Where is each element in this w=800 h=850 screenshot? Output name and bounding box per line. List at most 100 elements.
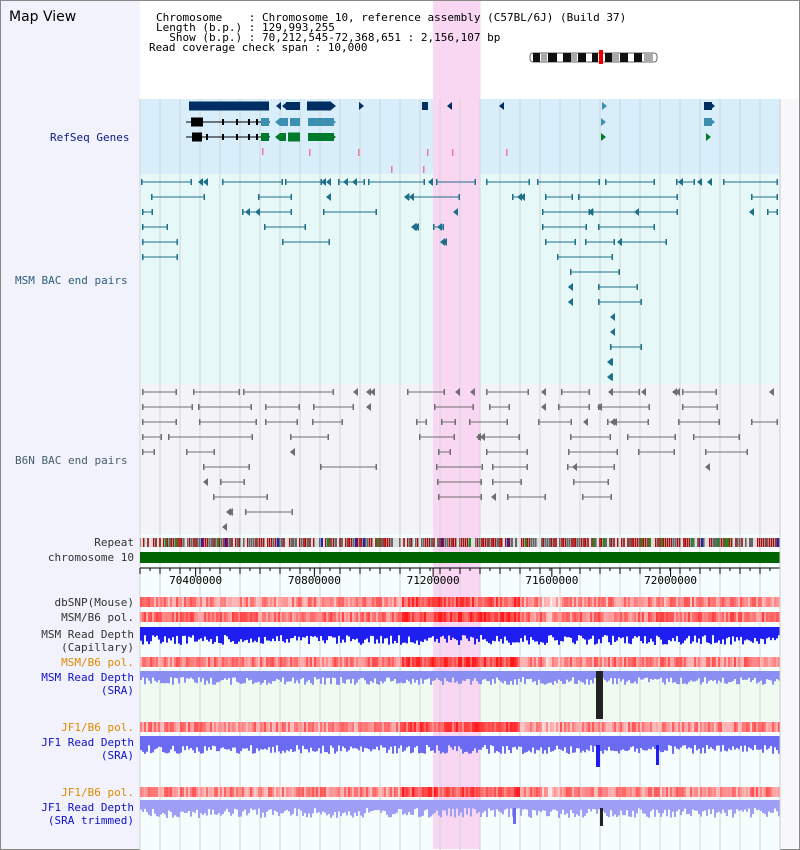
b6n-bac-pair-end — [573, 479, 575, 485]
depth-bar — [654, 808, 656, 817]
heat-cell — [152, 597, 154, 607]
depth-bar — [154, 677, 156, 681]
axis-tick-label: 70800000 — [288, 574, 341, 587]
heat-cell — [328, 722, 330, 732]
heat-cell — [680, 597, 682, 607]
depth-bar — [360, 808, 362, 816]
heat-cell — [602, 597, 604, 607]
heat-cell — [186, 612, 188, 622]
heat-cell — [706, 657, 708, 667]
heat-cell — [488, 657, 490, 667]
heat-cell — [166, 787, 168, 797]
heat-cell — [492, 597, 494, 607]
heat-cell — [476, 612, 478, 622]
depth-bar — [560, 677, 562, 682]
heat-cell — [394, 597, 396, 607]
heat-cell — [268, 657, 270, 667]
b6n-bac-pair-end — [480, 494, 482, 500]
heat-cell — [392, 722, 394, 732]
b6n-bac-pair-end — [588, 389, 590, 395]
track-label-jf1-depth[interactable]: JF1 Read Depth — [41, 736, 134, 749]
repeat-element — [233, 538, 235, 547]
heat-cell — [338, 722, 340, 732]
depth-bar — [154, 635, 156, 637]
b6n-bac-pair-end — [436, 464, 438, 470]
heat-cell — [290, 657, 292, 667]
heat-cell — [516, 597, 518, 607]
heat-cell — [536, 597, 538, 607]
heat-cell — [446, 597, 448, 607]
track-label-msm-depth-sra[interactable]: MSM Read Depth — [41, 671, 134, 684]
depth-bar — [582, 808, 584, 818]
depth-bar — [146, 635, 148, 642]
heat-cell — [698, 612, 700, 622]
repeat-element — [553, 538, 555, 547]
heat-cell — [266, 597, 268, 607]
track-label-jf1-depth-trim[interactable]: JF1 Read Depth — [41, 801, 134, 814]
msm-bac-pair-end — [605, 179, 607, 185]
heat-cell — [718, 597, 720, 607]
depth-bar — [656, 677, 658, 680]
track-label-jf1-b6-pol-2[interactable]: JF1/B6 pol. — [61, 786, 134, 799]
depth-bar — [388, 635, 390, 645]
heat-cell — [644, 612, 646, 622]
depth-bar — [570, 677, 572, 681]
repeat-element — [425, 538, 426, 547]
heat-cell — [484, 722, 486, 732]
heat-cell — [700, 657, 702, 667]
track-label-msm-b6-pol-2[interactable]: MSM/B6 pol. — [61, 656, 134, 669]
depth-bar — [618, 635, 620, 638]
track-label-jf1-b6-pol-1[interactable]: JF1/B6 pol. — [61, 721, 134, 734]
heat-cell — [682, 722, 684, 732]
track-label-msm-bac[interactable]: MSM BAC end pairs — [15, 274, 128, 287]
heat-cell — [652, 612, 654, 622]
heat-cell — [746, 722, 748, 732]
repeat-element — [265, 538, 267, 547]
repeat-element — [325, 538, 326, 547]
depth-bar — [648, 808, 650, 818]
track-label-msm-b6-pol-1[interactable]: MSM/B6 pol. — [61, 611, 134, 624]
heat-cell — [506, 612, 508, 622]
heat-cell — [728, 722, 730, 732]
repeat-element — [639, 538, 641, 547]
heat-cell — [542, 787, 544, 797]
heat-cell — [700, 787, 702, 797]
depth-bar — [662, 677, 664, 683]
depth-bar — [348, 745, 350, 751]
heat-cell — [298, 657, 300, 667]
depth-bar — [556, 635, 558, 641]
track-label-b6n-bac[interactable]: B6N BAC end pairs — [15, 454, 128, 467]
depth-bar — [556, 677, 558, 684]
track-label-repeat[interactable]: Repeat — [94, 536, 134, 549]
heat-cell — [206, 612, 208, 622]
repeat-element — [677, 538, 678, 547]
depth-bar — [552, 745, 554, 752]
depth-bar — [602, 635, 604, 637]
heat-cell — [696, 657, 698, 667]
heat-cell — [476, 787, 478, 797]
heat-cell — [178, 597, 180, 607]
track-label-msm-depth-sra-sub: (SRA) — [100, 684, 134, 697]
heat-cell — [222, 612, 224, 622]
repeat-element — [449, 538, 450, 547]
track-label-refseq[interactable]: RefSeq Genes — [50, 131, 130, 144]
msm-bac-pair-end — [142, 224, 144, 230]
depth-bar — [388, 808, 390, 818]
heat-cell — [276, 612, 278, 622]
track-label-msm-depth-cap[interactable]: MSM Read Depth — [41, 628, 134, 641]
heat-cell — [664, 597, 666, 607]
track-label-dbsnp[interactable]: dbSNP(Mouse) — [54, 596, 134, 609]
heat-cell — [770, 612, 772, 622]
depth-bar — [616, 745, 618, 752]
heat-cell — [642, 657, 644, 667]
heat-cell — [372, 722, 374, 732]
depth-bar — [198, 745, 200, 752]
heat-cell — [346, 657, 348, 667]
depth-bar — [268, 677, 270, 683]
b6n-bac-pair-end — [638, 389, 640, 395]
depth-bar — [678, 745, 680, 750]
track-label-chromosome[interactable]: chromosome 10 — [47, 551, 134, 564]
depth-bar — [580, 635, 582, 636]
heat-cell — [140, 787, 142, 797]
